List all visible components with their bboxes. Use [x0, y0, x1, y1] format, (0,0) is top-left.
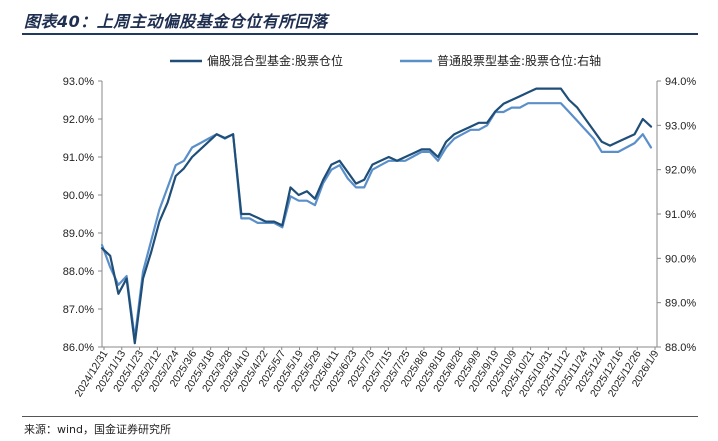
source-note: 来源：wind，国金证券研究所	[24, 423, 172, 436]
series-lines	[100, 87, 653, 345]
right-tick-label: 92.0%	[665, 165, 696, 177]
right-tick-label: 94.0%	[665, 76, 696, 88]
legend-label-hybrid-fund: 偏股混合型基金:股票仓位	[207, 53, 343, 68]
series-line-hybrid-fund	[100, 87, 653, 345]
right-tick-label: 93.0%	[665, 120, 696, 132]
title-underline	[22, 33, 698, 35]
left-tick-label: 89.0%	[63, 228, 94, 240]
series-line-stock-fund	[100, 102, 653, 340]
right-tick-label: 88.0%	[665, 342, 696, 354]
chart-title: 图表40：上周主动偏股基金仓位有所回落	[24, 12, 328, 31]
legend: 偏股混合型基金:股票仓位 普通股票型基金:股票仓位:右轴	[170, 53, 601, 68]
left-tick-label: 87.0%	[63, 304, 94, 316]
left-tick-label: 88.0%	[63, 266, 94, 278]
source-divider	[22, 416, 698, 417]
left-tick-label: 92.0%	[63, 114, 94, 126]
right-tick-label: 90.0%	[665, 253, 696, 265]
axes: 86.0% 87.0% 88.0% 89.0% 90.0% 91.0% 92.0% 93.0%…	[63, 76, 697, 399]
left-tick-label: 91.0%	[63, 152, 94, 164]
right-tick-label: 89.0%	[665, 298, 696, 310]
right-tick-label: 91.0%	[665, 209, 696, 221]
left-tick-label: 86.0%	[63, 342, 94, 354]
left-tick-label: 90.0%	[63, 190, 94, 202]
left-tick-label: 93.0%	[63, 76, 94, 88]
legend-label-stock-fund: 普通股票型基金:股票仓位:右轴	[437, 53, 601, 68]
